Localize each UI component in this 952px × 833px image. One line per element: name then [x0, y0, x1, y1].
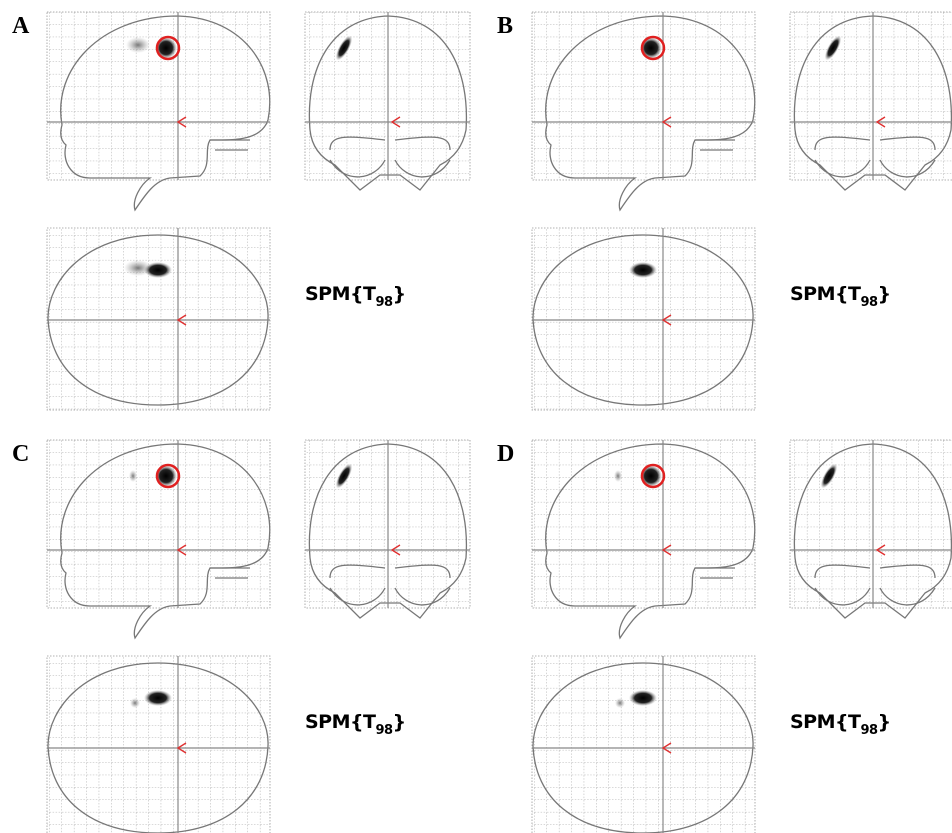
panel-label: B — [497, 13, 513, 39]
glass-brain — [47, 12, 470, 410]
stat-close: } — [393, 283, 406, 305]
statistic-label: SPM{T98} — [305, 711, 406, 738]
glass-brain — [532, 12, 952, 410]
statistic-label: SPM{T98} — [305, 283, 406, 310]
statistic-label: SPM{T98} — [790, 283, 891, 310]
stat-close: } — [393, 711, 406, 733]
figure: ASPM{T98}BSPM{T98}CSPM{T98}DSPM{T98} — [0, 0, 952, 833]
activation — [629, 262, 657, 278]
panel-label: C — [12, 441, 29, 467]
activation — [155, 465, 177, 487]
stat-base: SPM{T — [305, 711, 376, 733]
cluster — [615, 698, 625, 708]
panel: C SPM{T98} — [12, 440, 470, 833]
stat-close: } — [878, 711, 891, 733]
panel: A SPM{T98} — [12, 12, 470, 410]
activation — [640, 37, 662, 59]
activation — [629, 690, 657, 706]
panel: B SPM{T98} — [497, 12, 952, 410]
cluster — [129, 470, 137, 482]
activation — [144, 262, 172, 278]
stat-subscript: 98 — [376, 723, 394, 738]
stat-base: SPM{T — [305, 283, 376, 305]
cluster — [130, 698, 140, 708]
statistic-label: SPM{T98} — [790, 711, 891, 738]
panel-label: D — [497, 441, 514, 467]
activation — [640, 465, 662, 487]
activation — [155, 37, 177, 59]
stat-close: } — [878, 283, 891, 305]
stat-base: SPM{T — [790, 711, 861, 733]
stat-subscript: 98 — [861, 295, 879, 310]
activation — [144, 690, 172, 706]
stat-subscript: 98 — [376, 295, 394, 310]
panel-label: A — [12, 13, 30, 39]
glass-brain — [532, 440, 952, 833]
stat-subscript: 98 — [861, 723, 879, 738]
panel: D SPM{T98} — [497, 440, 952, 833]
cluster — [614, 470, 622, 482]
cluster — [126, 37, 150, 53]
stat-base: SPM{T — [790, 283, 861, 305]
glass-brain — [47, 440, 470, 833]
